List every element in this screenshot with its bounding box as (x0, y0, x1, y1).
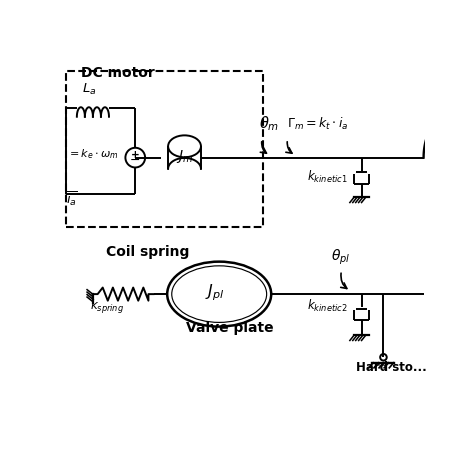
Text: $k_{spring}$: $k_{spring}$ (91, 298, 125, 316)
Text: −: − (130, 155, 140, 167)
Text: $\Gamma_m = k_t \cdot i_a$: $\Gamma_m = k_t \cdot i_a$ (287, 116, 348, 132)
Text: $k_{kinetic2}$: $k_{kinetic2}$ (307, 298, 347, 313)
Text: $k_{kinetic1}$: $k_{kinetic1}$ (307, 169, 347, 185)
Text: Valve plate: Valve plate (186, 321, 274, 336)
Text: $\overline{i_a}$: $\overline{i_a}$ (66, 190, 78, 209)
Bar (66, 72, 263, 227)
Text: $J_{pl}$: $J_{pl}$ (205, 283, 225, 303)
Text: $\theta_{pl}$: $\theta_{pl}$ (331, 247, 351, 267)
Text: Coil spring: Coil spring (106, 245, 190, 259)
Text: $= k_e \cdot \omega_m$: $= k_e \cdot \omega_m$ (67, 147, 118, 161)
Text: Hard sto...: Hard sto... (356, 362, 427, 374)
Text: DC motor: DC motor (81, 66, 154, 80)
Text: $J_m$: $J_m$ (176, 148, 193, 165)
Text: +: + (131, 150, 140, 160)
Text: $\theta_m$: $\theta_m$ (259, 114, 280, 133)
Text: $L_a$: $L_a$ (82, 82, 97, 98)
